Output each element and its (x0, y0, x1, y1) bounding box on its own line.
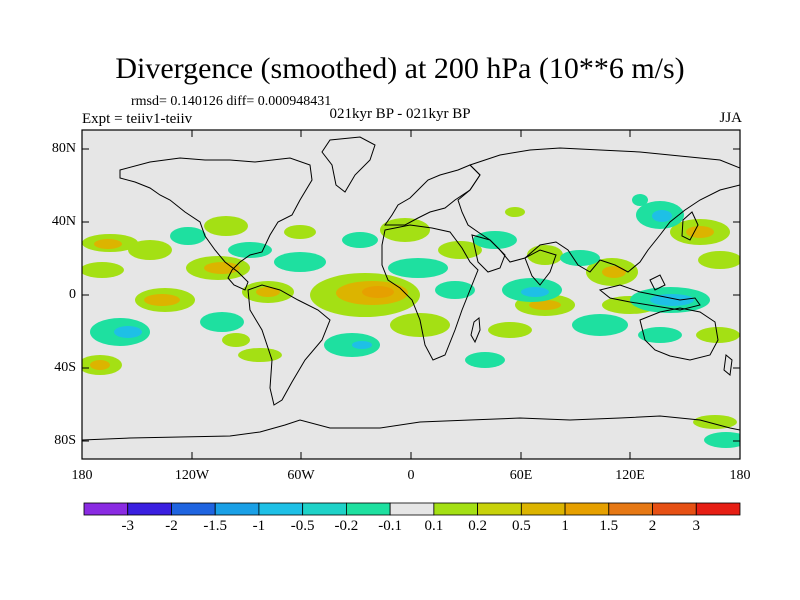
axis-ticks (82, 130, 740, 459)
colorbar-swatch (652, 502, 697, 516)
colorbar-swatch (302, 502, 347, 516)
colorbar-swatch (695, 502, 741, 516)
experiment-label: Expt = teiiv1-teiiv (82, 111, 193, 127)
stats-label: rmsd= 0.140126 diff= 0.000948431 (131, 94, 332, 109)
y-tick-label: 0 (69, 287, 76, 302)
colorbar-swatch (171, 502, 216, 516)
colorbar-label: 2 (648, 518, 657, 534)
x-tick-label: 0 (407, 468, 415, 483)
colorbar-swatch (345, 502, 391, 516)
colorbar-swatch (389, 502, 435, 516)
x-tick-label: 60W (287, 468, 315, 483)
colorbar-label: 0.1 (424, 518, 444, 534)
colorbar-swatch (608, 502, 653, 516)
colorbar-label: -2 (165, 518, 178, 534)
colorbar-label: 1.5 (599, 518, 619, 534)
y-tick-label: 40S (54, 360, 76, 375)
colorbar-swatch (83, 502, 129, 516)
coastlines (82, 136, 740, 441)
colorbar (83, 502, 741, 516)
colorbar-label: -0.1 (378, 518, 402, 534)
colorbar-swatch (564, 502, 610, 516)
colorbar-swatch (127, 502, 172, 516)
y-tick-label: 40N (51, 214, 76, 229)
colorbar-label: -0.2 (334, 518, 359, 534)
period-label: 021kyr BP - 021kyr BP (329, 106, 471, 122)
x-tick-label: 180 (71, 468, 93, 483)
colorbar-label: 0.2 (468, 518, 487, 534)
colorbar-label: -1 (252, 518, 266, 534)
x-tick-label: 180 (729, 468, 751, 483)
colorbar-swatch (214, 502, 260, 516)
x-tick-label: 120W (174, 468, 210, 483)
colorbar-label: -1.5 (203, 518, 228, 534)
colorbar-label: -3 (121, 518, 134, 534)
colorbar-label: -0.5 (290, 518, 315, 534)
x-tick-label: 120E (615, 468, 645, 483)
plot-title: Divergence (smoothed) at 200 hPa (10**6 … (115, 52, 685, 85)
y-tick-label: 80S (54, 433, 76, 448)
colorbar-label: 0.5 (511, 518, 531, 534)
colorbar-swatch (433, 502, 479, 516)
y-tick-label: 80N (51, 141, 76, 156)
colorbar-label: 3 (692, 518, 701, 534)
season-label: JJA (719, 110, 742, 126)
colorbar-label: 1 (561, 518, 569, 534)
colorbar-swatch (520, 502, 566, 516)
colorbar-swatch (477, 502, 522, 516)
x-tick-label: 60E (509, 468, 533, 483)
colorbar-swatch (258, 502, 304, 516)
